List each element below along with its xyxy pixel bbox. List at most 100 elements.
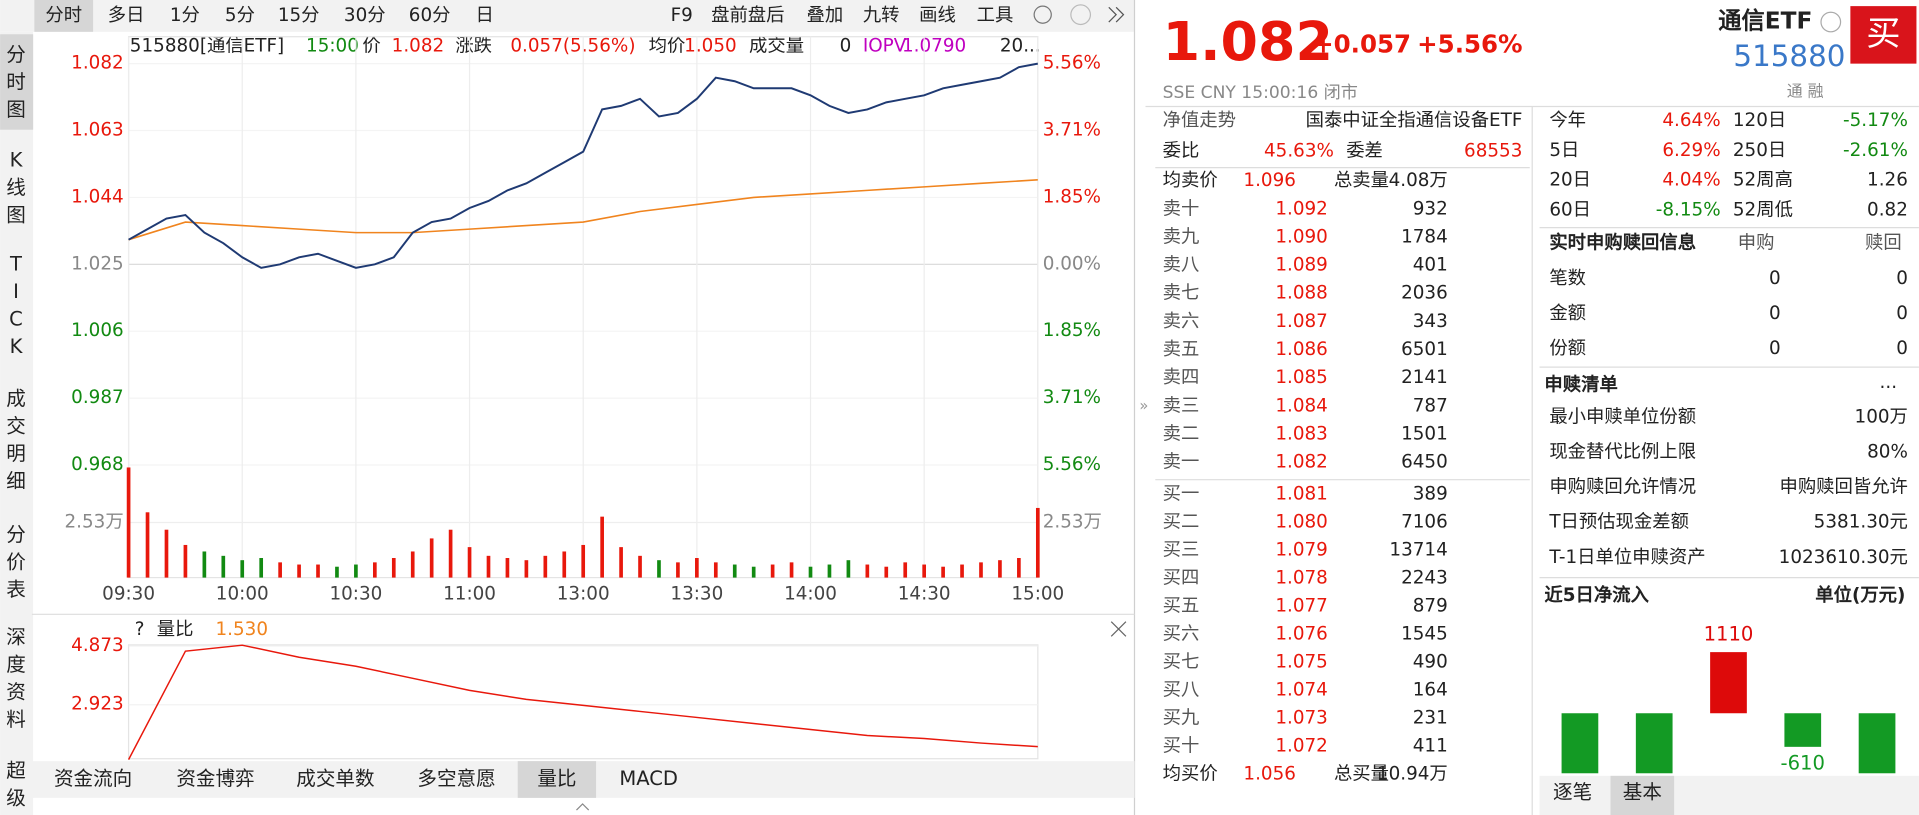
quote-info: 均价 <box>649 36 686 57</box>
tool-button[interactable]: 九转 <box>863 5 900 26</box>
level-price: 1.090 <box>1275 226 1328 247</box>
pct-tick-label: 1.85% <box>1043 320 1101 341</box>
indicator-tab[interactable]: 成交单数 <box>296 767 374 790</box>
expand-arrow[interactable]: » <box>1139 397 1148 414</box>
level-label: 卖七 <box>1163 283 1200 304</box>
cell: 5381.30元 <box>1814 512 1908 533</box>
total-volume: 4.08万 <box>1389 170 1448 191</box>
period-tab[interactable]: 分时 <box>45 5 82 26</box>
tool-button[interactable]: 叠加 <box>807 5 844 26</box>
stat-value: -2.61% <box>1843 140 1908 161</box>
pct-tick-label: 5.56% <box>1043 53 1101 74</box>
panel-tab[interactable]: 基本 <box>1623 780 1662 803</box>
level-volume: 2036 <box>1401 283 1448 304</box>
section-title: 近5日净流入 <box>1544 584 1649 606</box>
volume-bar <box>240 560 245 578</box>
x-tick-label: 14:30 <box>898 584 951 605</box>
y-tick-label: 1.006 <box>71 320 124 341</box>
stat-value: -5.17% <box>1843 110 1908 131</box>
volume-bar <box>865 564 870 578</box>
quote-info: 成交量 <box>749 36 804 57</box>
level-volume: 932 <box>1413 198 1448 219</box>
stat-label: 今年 <box>1549 110 1586 131</box>
level-label: 卖十 <box>1163 198 1200 219</box>
volume-tick-label: 2.53万 <box>1043 512 1102 533</box>
tool-button[interactable]: 画线 <box>919 5 956 26</box>
help-icon[interactable] <box>1070 4 1092 26</box>
period-tab[interactable]: 30分 <box>344 5 386 26</box>
volume-bar <box>505 558 510 578</box>
period-tab[interactable]: 多日 <box>108 5 145 26</box>
buy-button[interactable] <box>1850 6 1917 64</box>
collapse-icon[interactable] <box>576 803 590 811</box>
period-tab[interactable]: 60分 <box>409 5 451 26</box>
level-label: 买五 <box>1163 595 1200 616</box>
level-volume: 343 <box>1413 311 1448 332</box>
x-tick-label: 13:30 <box>670 584 723 605</box>
volume-tick-label: 2.53万 <box>65 512 124 533</box>
section-title: 申赎清单 <box>1544 373 1617 395</box>
level-volume: 2243 <box>1401 567 1448 588</box>
side-tab[interactable]: 分价表 <box>6 522 26 600</box>
tool-button[interactable]: 工具 <box>977 5 1014 26</box>
level-volume: 411 <box>1413 736 1448 757</box>
data-label: -610 <box>1781 751 1825 774</box>
y-tick-label: 0.968 <box>71 454 124 475</box>
avg-price: 1.096 <box>1243 170 1296 191</box>
x-tick-label: 15:00 <box>1011 584 1064 605</box>
buy-button-label[interactable]: 买 <box>1866 14 1900 54</box>
side-tab[interactable]: 深度资料 <box>6 625 26 731</box>
panel-tab[interactable]: 逐笔 <box>1553 780 1592 803</box>
indicator-tab[interactable]: 资金博弈 <box>176 767 254 790</box>
tool-button[interactable]: F9 <box>671 5 693 26</box>
tags: 通 融 <box>1787 81 1824 100</box>
pct-tick-label: 1.85% <box>1043 186 1101 207</box>
label: 委比 <box>1163 141 1200 162</box>
level-label: 买七 <box>1163 652 1200 673</box>
label[interactable]: 净值走势 <box>1163 110 1236 131</box>
quote-info: 1.050 <box>684 36 737 57</box>
period-tab[interactable]: 日 <box>476 5 494 26</box>
volume-bar <box>259 558 264 578</box>
avg-line <box>128 179 1038 241</box>
stat-label: 60日 <box>1549 199 1591 220</box>
level-volume: 164 <box>1413 680 1448 701</box>
tool-button[interactable]: 盘前盘后 <box>711 5 784 26</box>
indicator-tab[interactable]: MACD <box>619 767 678 790</box>
level-label: 卖一 <box>1163 452 1200 473</box>
volume-bar <box>373 562 377 578</box>
level-volume: 490 <box>1413 652 1448 673</box>
volume-bar <box>391 558 396 578</box>
side-tab[interactable]: 超级 <box>6 758 26 809</box>
volume-bar <box>562 551 567 578</box>
row-label: 金额 <box>1549 303 1586 324</box>
volume-bar <box>998 560 1002 578</box>
close-icon[interactable] <box>1110 621 1127 637</box>
x-tick-label: 10:30 <box>329 584 382 605</box>
more-button[interactable]: ... <box>1880 372 1898 393</box>
security-name: 通信ETF <box>1718 8 1812 35</box>
label: 委差 <box>1346 141 1383 162</box>
side-tab[interactable]: K 线图 <box>6 148 26 226</box>
period-tab[interactable]: 5分 <box>225 5 255 26</box>
side-tab[interactable]: 成交明细 <box>6 386 26 492</box>
label: 均卖价 <box>1163 170 1218 191</box>
settings-icon[interactable] <box>1033 5 1052 24</box>
help-mark[interactable]: ? <box>135 619 145 640</box>
indicator-tab[interactable]: 资金流向 <box>54 767 132 790</box>
label: 均买价 <box>1163 764 1218 785</box>
more-icon[interactable] <box>1108 6 1125 23</box>
side-tab[interactable]: 分时图 <box>6 43 26 121</box>
row-label: 笔数 <box>1549 268 1586 289</box>
y-tick-label: 1.025 <box>71 253 124 274</box>
period-tab[interactable]: 15分 <box>278 5 320 26</box>
label: 总买量 <box>1334 764 1389 785</box>
indicator-tab[interactable]: 多空意愿 <box>417 767 495 790</box>
info-icon[interactable] <box>1820 11 1842 33</box>
section-title: 实时申购赎回信息 <box>1549 232 1696 254</box>
period-tab[interactable]: 1分 <box>170 5 200 26</box>
indicator-tab[interactable]: 量比 <box>537 767 576 790</box>
level-volume: 389 <box>1413 483 1448 504</box>
